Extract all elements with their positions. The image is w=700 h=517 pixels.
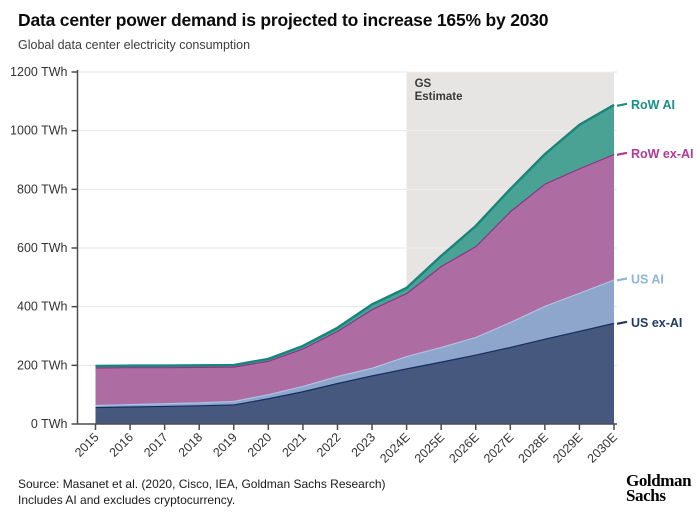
estimate-region-label: GS Estimate — [415, 78, 463, 103]
legend-label-row-ex-ai: RoW ex-AI — [631, 147, 694, 161]
x-tick-label-2016: 2016 — [107, 430, 137, 460]
y-tick-label-200: 200 TWh — [17, 358, 68, 372]
legend-leader-us-ai — [616, 277, 628, 282]
x-tick-label-2023: 2023 — [349, 430, 379, 460]
chart-subtitle: Global data center electricity consumpti… — [18, 38, 251, 52]
x-tick-label-2025E: 2025E — [412, 430, 447, 465]
chart-canvas: GS Estimate 0 TWh 200 TWh 400 TWh 600 TWh 800 … — [10, 65, 694, 466]
x-tick-label-2030E: 2030E — [585, 430, 620, 465]
area-us-ai — [95, 279, 614, 407]
legend-label-us-ai: US AI — [631, 272, 664, 286]
x-tick-label-2028E: 2028E — [516, 430, 551, 465]
x-tick-label-2027E: 2027E — [481, 430, 516, 465]
legend-leader-row-ex-ai — [616, 151, 628, 156]
line-row-ai — [95, 103, 615, 368]
legend-leader-us-ex-ai — [616, 320, 628, 325]
logo-line-1: Goldman — [626, 471, 692, 490]
source-note: Source: Masanet et al. (2020, Cisco, IEA… — [18, 477, 386, 491]
plot-area-container: GS Estimate 0 TWh 200 TWh 400 TWh 600 TWh 800 … — [10, 65, 694, 466]
y-tick-label-600: 600 TWh — [17, 241, 68, 255]
x-tick-label-2022: 2022 — [314, 430, 344, 460]
x-tick-label-2019: 2019 — [210, 430, 240, 460]
legend-label-us-ex-ai: US ex-AI — [631, 316, 682, 330]
area-us-ex-ai — [95, 322, 614, 424]
y-tick-label-800: 800 TWh — [17, 182, 68, 196]
x-tick-label-2017: 2017 — [141, 430, 171, 460]
y-tick-label-0: 0 TWh — [31, 417, 68, 431]
x-tick-label-2015: 2015 — [72, 430, 102, 460]
x-tick-label-2024E: 2024E — [377, 430, 412, 465]
y-tick-label-400: 400 TWh — [17, 300, 68, 314]
x-tick-label-2020: 2020 — [245, 430, 275, 460]
legend-label-row-ai: RoW AI — [631, 98, 675, 112]
logo-line-2: Sachs — [626, 485, 666, 505]
legend-leader-row-ai — [616, 102, 628, 107]
x-tick-label-2018: 2018 — [176, 430, 206, 460]
goldman-sachs-logo: Goldman Sachs — [626, 471, 692, 505]
methodology-note: Includes AI and excludes cryptocurrency. — [18, 493, 236, 507]
x-tick-label-2026E: 2026E — [446, 430, 481, 465]
y-tick-label-1000: 1000 TWh — [10, 124, 67, 138]
chart-title: Data center power demand is projected to… — [18, 10, 549, 30]
x-tick-label-2029E: 2029E — [550, 430, 585, 465]
area-row-ex-ai — [95, 153, 614, 405]
y-tick-label-1200: 1200 TWh — [10, 65, 67, 79]
x-tick-label-2021: 2021 — [279, 430, 309, 460]
